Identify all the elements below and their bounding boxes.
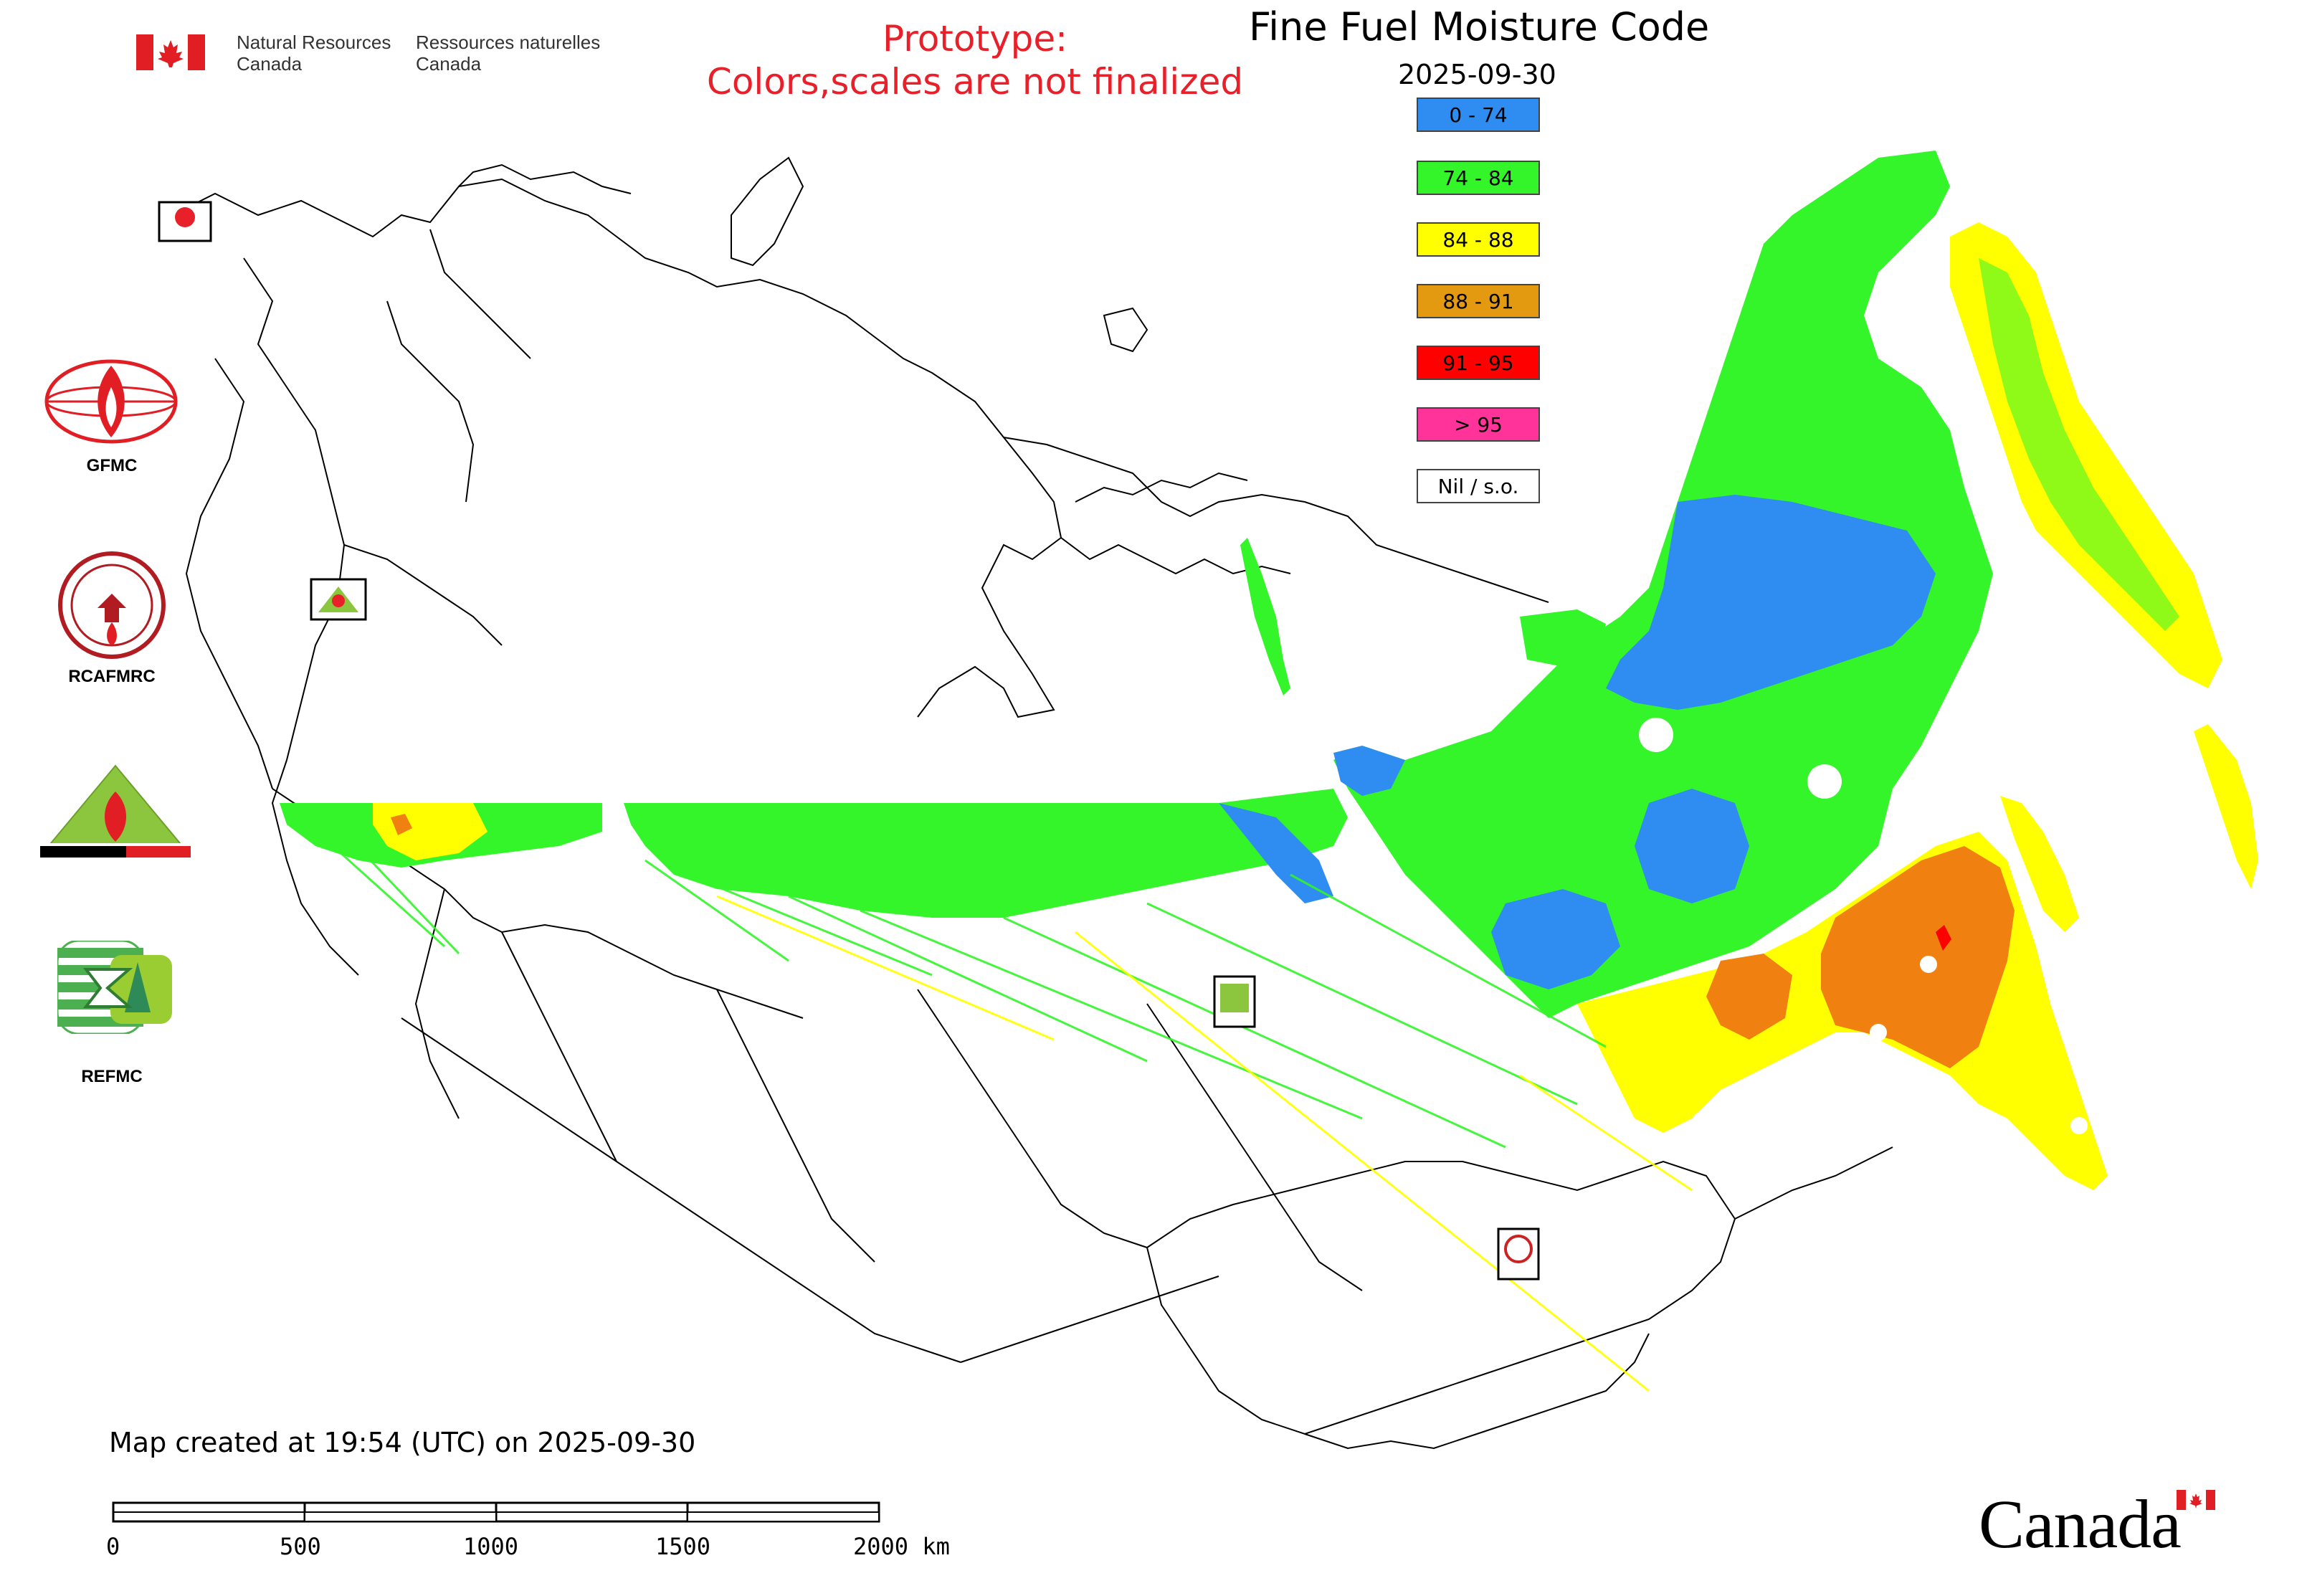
dept-fr-line2: Canada <box>416 53 482 75</box>
rcafmrc-logo-icon <box>57 551 166 660</box>
gfmc-logo-icon <box>43 358 179 445</box>
legend: 0 - 74 74 - 84 84 - 88 88 - 91 91 - 95 >… <box>1417 98 1546 513</box>
dept-en-line1: Natural Resources <box>237 32 391 53</box>
prototype-line2: Colors,scales are not finalized <box>706 61 1244 103</box>
country-borders <box>171 156 1893 1450</box>
map-title: Fine Fuel Moisture Code <box>1249 4 1710 49</box>
legend-item: 74 - 84 <box>1417 161 1540 195</box>
org-gfmc: GFMC <box>33 358 191 480</box>
ffmc-data-layer <box>280 151 2258 1392</box>
map-marker-boxes <box>158 201 1540 1281</box>
canada-wordmark-flag-icon <box>2177 1490 2215 1510</box>
reefmc-logo-icon <box>33 763 198 870</box>
org-reefmc <box>33 763 198 878</box>
dept-fr-line1: Ressources naturelles <box>416 32 601 53</box>
org-label: REFMC <box>81 1067 143 1086</box>
canada-wordmark-text: Canada <box>1979 1486 2182 1562</box>
scale-tick-label: 500 <box>280 1533 321 1560</box>
scale-bar: 0 500 1000 1500 2000 km <box>106 1501 968 1573</box>
scale-tick-label: 1000 <box>463 1533 519 1560</box>
scale-tick-label: 2000 km <box>853 1533 950 1560</box>
legend-item: 88 - 91 <box>1417 284 1540 318</box>
map-date: 2025-09-30 <box>1398 59 1556 90</box>
nrcan-signature: Natural Resources Canada Ressources natu… <box>136 32 600 75</box>
legend-item: > 95 <box>1417 407 1540 442</box>
legend-item: 0 - 74 <box>1417 98 1540 132</box>
prototype-notice: Prototype: Colors,scales are not finaliz… <box>645 17 1305 103</box>
scale-tick-label: 1500 <box>655 1533 711 1560</box>
org-rcafmrc: RCAFMRC <box>33 551 191 694</box>
org-refmc: REFMC <box>33 939 191 1086</box>
legend-item: Nil / s.o. <box>1417 469 1540 503</box>
org-label: GFMC <box>86 456 138 475</box>
dept-en-line2: Canada <box>237 53 303 75</box>
canada-flag-icon <box>136 34 205 70</box>
prototype-line1: Prototype: <box>882 18 1068 60</box>
org-label: RCAFMRC <box>68 667 156 686</box>
canada-wordmark: Canada <box>1979 1484 2237 1570</box>
refmc-logo-icon <box>56 939 172 1035</box>
map-created-text: Map created at 19:54 (UTC) on 2025-09-30 <box>109 1427 696 1458</box>
scale-tick-label: 0 <box>106 1533 120 1560</box>
legend-item: 91 - 95 <box>1417 346 1540 380</box>
legend-item: 84 - 88 <box>1417 222 1540 257</box>
